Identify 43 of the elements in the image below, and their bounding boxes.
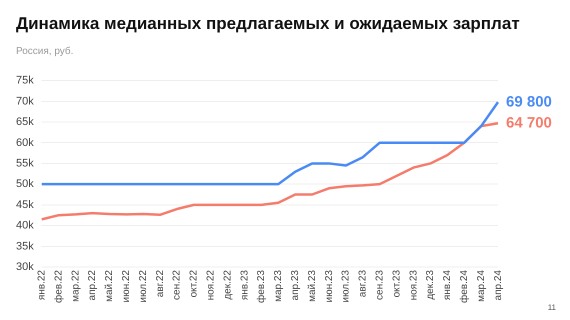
x-tick-label: апр.24 bbox=[492, 270, 504, 300]
x-tick-label: дек.22 bbox=[222, 270, 234, 300]
x-tick-label: апр.22 bbox=[87, 270, 98, 300]
x-tick-label: сен.22 bbox=[172, 270, 183, 300]
chart-subtitle: Россия, руб. bbox=[16, 46, 74, 57]
data-label: 69 800 bbox=[506, 93, 552, 110]
x-tick-label: мар.22 bbox=[70, 270, 82, 302]
x-tick-label: май.22 bbox=[104, 270, 116, 302]
data-label: 64 700 bbox=[506, 114, 552, 132]
y-tick-label: 65k bbox=[16, 116, 34, 128]
y-tick-label: 70k bbox=[16, 95, 34, 108]
x-tick-label: фев.24 bbox=[458, 270, 470, 304]
x-tick-label: янв.24 bbox=[442, 270, 454, 300]
y-tick-label: 75k bbox=[16, 74, 34, 87]
x-tick-label: мар.24 bbox=[476, 270, 487, 302]
x-tick-label: янв.23 bbox=[239, 270, 250, 300]
y-tick-label: 45k bbox=[16, 198, 34, 211]
x-tick-label: июл.23 bbox=[340, 270, 352, 303]
y-tick-label: 35k bbox=[16, 240, 34, 252]
x-tick-label: фев.22 bbox=[53, 270, 64, 304]
text: 11 bbox=[548, 303, 556, 312]
y-tick-label: 60k bbox=[16, 136, 34, 149]
y-tick-label: 40k bbox=[16, 220, 34, 232]
x-tick-label: июл.22 bbox=[138, 270, 149, 303]
x-tick-label: июн.22 bbox=[120, 270, 132, 303]
x-tick-label: авг.23 bbox=[358, 270, 369, 298]
x-tick-label: дек.23 bbox=[425, 270, 436, 300]
x-tick-label: ноя.23 bbox=[408, 270, 420, 300]
x-tick-label: янв.22 bbox=[36, 270, 48, 300]
x-tick-label: окт.23 bbox=[391, 270, 402, 298]
y-tick-label: 55k bbox=[16, 157, 34, 170]
y-tick-label: 30k bbox=[16, 261, 34, 274]
x-tick-label: фев.23 bbox=[256, 270, 268, 304]
x-tick-label: ноя.22 bbox=[205, 270, 216, 300]
x-tick-label: май.23 bbox=[306, 270, 318, 302]
x-tick-label: июн.23 bbox=[324, 270, 335, 303]
x-tick-label: апр.23 bbox=[290, 270, 301, 300]
chart-title: Динамика медианных предлагаемых и ожидаемых зарплат bbox=[16, 14, 520, 34]
x-tick-label: авг.22 bbox=[154, 270, 166, 298]
y-tick-label: 50k bbox=[16, 178, 34, 190]
x-tick-label: мар.23 bbox=[273, 270, 284, 302]
x-tick-label: сен.23 bbox=[374, 270, 386, 300]
x-tick-label: окт.22 bbox=[188, 270, 200, 298]
